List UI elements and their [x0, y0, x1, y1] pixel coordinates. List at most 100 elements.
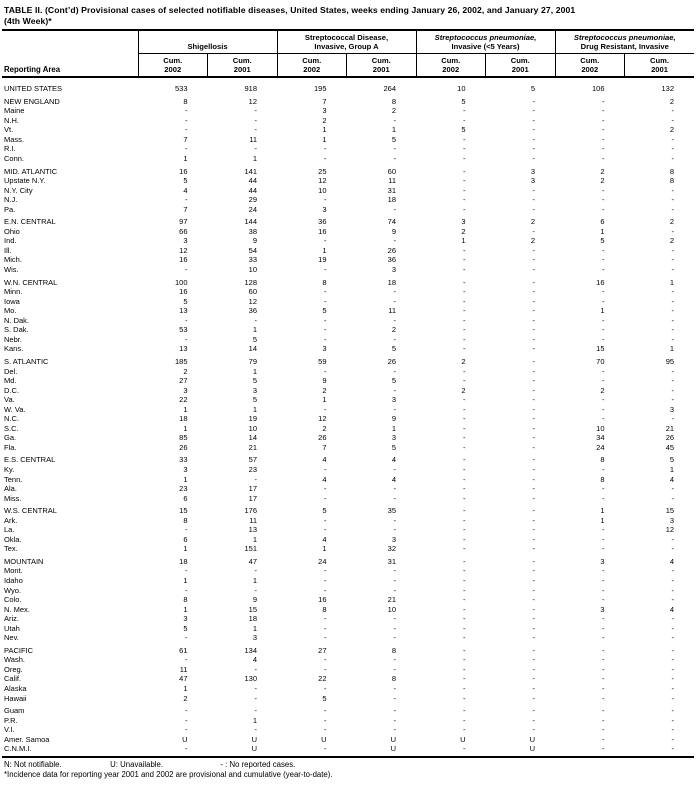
cell-value: 7 [322, 96, 327, 106]
table-row: S. Dak. 53 1 - 2 - - - - [2, 325, 694, 335]
cell-value: - [602, 484, 605, 494]
cell-value: 2 [669, 236, 675, 246]
table-row: Del. 2 1 - - - - - - [2, 367, 694, 377]
cell-value: - [532, 614, 536, 624]
cell-value: 1 [600, 226, 605, 236]
row-label: Ill. [4, 245, 12, 255]
cell-value: 3 [322, 106, 327, 116]
cell-value: - [602, 296, 605, 306]
table-row: R.I. - - - - - - - - [2, 144, 694, 154]
cell-value: 74 [387, 217, 396, 227]
cell-value: 7 [322, 442, 327, 452]
row-label: Ga. [4, 433, 17, 443]
table-title-line2: (4th Week)* [4, 15, 52, 26]
cell-value: 5 [252, 334, 257, 344]
table-row: Ind. 3 9 - - 1 2 5 2 [2, 236, 694, 246]
cell-value: - [671, 185, 675, 195]
table-row: Oreg. 11 - - - - - - - [2, 665, 694, 675]
cell-value: 24 [318, 556, 327, 566]
cell-value: - [324, 655, 327, 665]
cell-value: 2 [322, 385, 327, 395]
cell-value: 4 [669, 474, 675, 484]
cell-value: - [393, 236, 397, 246]
cell-value: - [393, 493, 397, 503]
cell-value: - [532, 433, 536, 443]
cell-value: 5 [183, 623, 188, 633]
row-label: Ind. [4, 236, 17, 246]
cell-value: 2 [600, 176, 605, 186]
cell-value: 24 [596, 442, 605, 452]
cell-value: - [532, 506, 536, 516]
table-row: Tex. 1 151 1 32 - - - - [2, 544, 694, 554]
cell-value: 26 [387, 356, 396, 366]
row-label: W. Va. [4, 404, 26, 414]
cell-value: - [463, 376, 466, 386]
cell-value: - [463, 506, 466, 516]
cell-value: - [463, 404, 466, 414]
row-label: N.Y. City [4, 185, 33, 195]
cell-value: 21 [665, 423, 675, 433]
cell-value: - [463, 693, 466, 703]
cell-value: 66 [179, 226, 188, 236]
cell-value: - [602, 315, 605, 325]
table-row: Upstate N.Y. 5 44 12 11 - 3 2 8 [2, 176, 694, 186]
legend-not-notifiable: N: Not notifiable. [4, 759, 62, 769]
cell-value: - [324, 493, 327, 503]
cell-value: - [463, 442, 466, 452]
table-row: Mo. 13 36 5 11 - - 1 - [2, 306, 694, 316]
cell-value: - [393, 684, 397, 693]
cell-value: - [324, 404, 327, 414]
cell-value: 47 [248, 556, 257, 566]
cell-value: - [532, 204, 536, 214]
cell-value: 11 [388, 176, 396, 186]
cell-value: 7 [183, 204, 188, 214]
cell-value: - [671, 684, 675, 693]
cell-value: - [532, 404, 536, 414]
cell-value: - [532, 144, 536, 154]
cell-value: - [602, 493, 605, 503]
cell-value: - [185, 655, 188, 665]
cell-value: - [671, 706, 675, 716]
cell-value: - [463, 674, 466, 684]
cell-value: - [532, 245, 536, 255]
table-row: W.S. CENTRAL 15 176 5 35 - - 1 15 [2, 503, 694, 516]
table-header: Reporting Area Shigellosis Streptococcal… [2, 28, 695, 79]
cell-value: - [532, 544, 536, 554]
cell-value: 1 [183, 604, 188, 614]
cell-value: 6 [183, 493, 188, 503]
cell-value: 85 [179, 433, 188, 443]
col-group-s-pneumoniae-drug-resistant: Streptococcus pneumoniae, Drug Resistant… [554, 28, 695, 54]
cell-value: - [324, 195, 327, 205]
cell-value: 18 [248, 614, 257, 624]
cell-value: - [254, 585, 258, 595]
cell-value: 134 [244, 645, 257, 655]
table-row: Pa. 7 24 3 - - - - - [2, 205, 694, 215]
cell-value: - [532, 464, 536, 474]
cell-value: 23 [179, 484, 188, 494]
row-label: Okla. [4, 534, 22, 544]
table-row: Hawaii 2 - 5 - - - - - [2, 694, 694, 704]
row-label: Ala. [4, 484, 17, 494]
cell-value: - [532, 106, 536, 116]
cell-value: 1 [322, 125, 327, 135]
cell-value: - [671, 715, 675, 725]
cell-value: - [671, 395, 675, 405]
cell-value: - [602, 325, 605, 335]
cell-value: - [393, 144, 397, 154]
cell-value: 1 [252, 154, 257, 164]
cell-value: - [532, 334, 536, 344]
cell-value: 59 [318, 356, 327, 366]
cell-value: 45 [665, 442, 675, 452]
row-label: Hawaii [4, 693, 27, 703]
cell-value: 195 [313, 84, 327, 94]
cell-value: - [254, 725, 258, 735]
cell-value: 12 [318, 414, 327, 424]
cell-value: - [393, 484, 397, 494]
cell-value: - [532, 493, 536, 503]
cell-value: - [671, 265, 675, 275]
cell-value: 23 [248, 464, 257, 474]
cell-value: 61 [179, 645, 188, 655]
cell-value: 5 [600, 236, 605, 246]
row-label: Wis. [4, 265, 19, 275]
cell-value: - [532, 226, 536, 236]
